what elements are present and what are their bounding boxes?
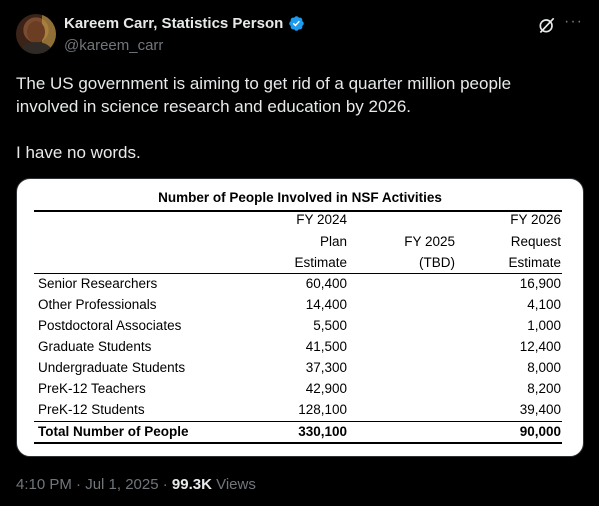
row-label: Other Professionals (38, 297, 157, 312)
row-fy2026: 12,400 (519, 339, 561, 354)
row-fy2024: 60,400 (305, 276, 347, 291)
tweet-text: The US government is aiming to get rid o… (16, 74, 512, 162)
row-fy2024: 5,500 (313, 318, 347, 333)
row-fy2024: 128,100 (298, 402, 347, 417)
row-fy2026: 8,000 (527, 360, 561, 375)
row-fy2024: 42,900 (305, 381, 347, 396)
header-fy2026-line2: Request (510, 234, 561, 249)
total-bottom-rule (34, 442, 562, 444)
header-fy2024-line2: Plan (319, 234, 347, 249)
header-fy2025-line1: FY 2025 (404, 234, 455, 249)
header-fy2026-line3: Estimate (508, 255, 561, 270)
row-fy2024: 41,500 (305, 339, 347, 354)
views-label: Views (211, 476, 256, 493)
avatar[interactable] (16, 14, 56, 54)
row-fy2026: 4,100 (527, 297, 561, 312)
row-label: PreK-12 Students (38, 402, 145, 417)
views-count[interactable]: 99.3K (171, 476, 212, 493)
row-fy2026: 16,900 (519, 276, 561, 291)
row-fy2024: 14,400 (305, 297, 347, 312)
total-fy2024: 330,100 (298, 424, 347, 439)
total-label: Total Number of People (38, 424, 189, 439)
user-handle[interactable]: @kareem_carr (64, 37, 164, 54)
row-fy2026: 8,200 (527, 381, 561, 396)
header-fy2025-line2: (TBD) (419, 255, 455, 270)
header-fy2024-line3: Estimate (294, 255, 347, 270)
header-bottom-rule (34, 273, 562, 274)
verified-badge-icon (289, 16, 305, 31)
tweet-meta: 4:10 PM · Jul 1, 2025 · 99.3K Views (16, 476, 256, 493)
row-label: Postdoctoral Associates (38, 318, 182, 333)
row-fy2026: 1,000 (527, 318, 561, 333)
total-fy2026: 90,000 (519, 424, 561, 439)
row-fy2026: 39,400 (519, 402, 561, 417)
header-top-rule (34, 210, 562, 212)
table-title: Number of People Involved in NSF Activit… (158, 190, 442, 205)
row-fy2024: 37,300 (305, 360, 347, 375)
more-options-icon[interactable]: ··· (564, 13, 583, 30)
header-fy2024-line1: FY 2024 (296, 212, 347, 227)
table-image[interactable]: Number of People Involved in NSF Activit… (16, 178, 584, 457)
row-label: Senior Researchers (38, 276, 158, 291)
header-fy2026-line1: FY 2026 (510, 212, 561, 227)
timestamp[interactable]: 4:10 PM · Jul 1, 2025 · (16, 476, 172, 493)
total-top-rule (34, 421, 562, 422)
row-label: PreK-12 Teachers (38, 381, 146, 396)
display-name[interactable]: Kareem Carr, Statistics Person (64, 15, 284, 32)
row-label: Undergraduate Students (38, 360, 186, 375)
author-name-row[interactable]: Kareem Carr, Statistics Person (64, 15, 305, 32)
grok-icon[interactable] (537, 15, 557, 35)
row-label: Graduate Students (38, 339, 152, 354)
